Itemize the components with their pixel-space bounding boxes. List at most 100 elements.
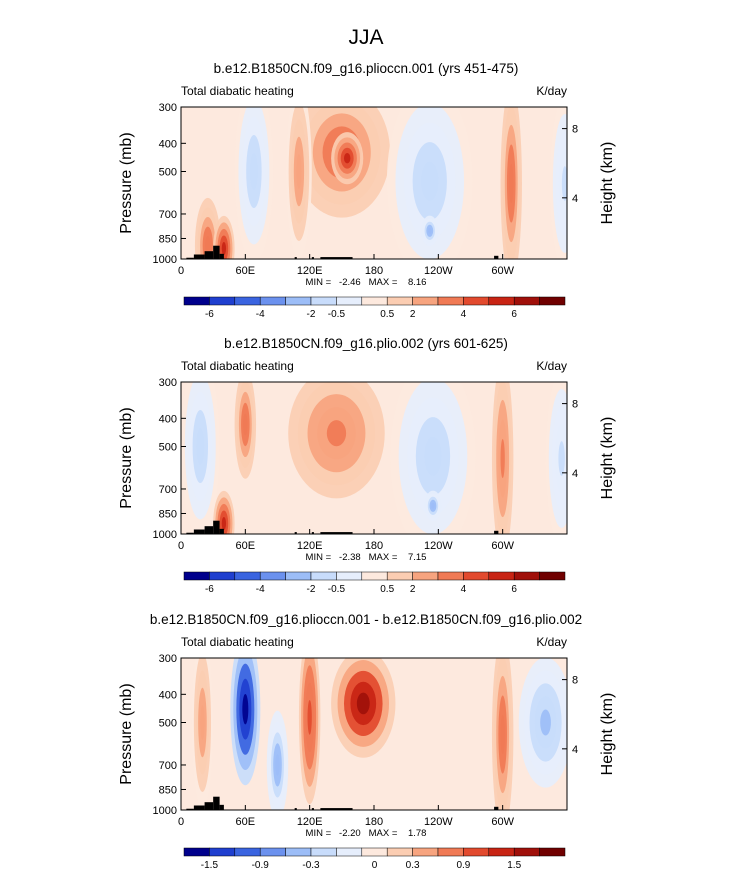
y-tick-label-300: 300 [159,377,177,389]
heatmap-feature-8-level-5 [428,227,432,234]
colorbar-swatch-2 [209,847,236,857]
colorbar-label-7: 6 [511,584,517,595]
panel-variable-label: Total diabatic heating [181,635,294,649]
colorbar-swatch-6 [310,296,337,306]
topography-mask-4 [213,520,220,534]
colorbar-swatch-8 [361,571,388,581]
colorbar-label-3: 0 [372,860,378,871]
colorbar-swatch-4 [259,571,286,581]
x-tick-label-3: 180 [365,816,383,828]
topography-mask-2 [193,529,205,534]
y-right-tick-label-8: 8 [572,399,578,411]
x-tick-label-0: 0 [178,816,184,828]
heatmap-feature-4-level-5 [275,754,280,776]
colorbar-swatch-5 [285,296,312,306]
topography-mask-extra-3 [320,532,353,534]
colorbar-swatch-12 [463,296,490,306]
colorbar-label-4: 0.5 [380,309,394,320]
heatmap-feature-5-level-5 [500,714,505,755]
heatmap-feature-1-level-5 [196,428,205,465]
topography-mask-1 [186,532,194,534]
panels: b.e12.B1850CN.f09_g16.plioccn.001 (yrs 4… [118,61,616,871]
heatmap-field [181,658,567,810]
panel-units-label: K/day [536,635,567,649]
min-max-stats: MIN = -2.20 MAX = 1.78 [306,828,427,839]
min-max-stats: MIN = -2.46 MAX = 8.16 [306,277,427,288]
x-tick-label-0: 0 [178,540,184,552]
min-max-stats: MIN = -2.38 MAX = 7.15 [306,552,427,563]
heatmap-feature-3-level-5 [243,413,248,436]
y-tick-label-700: 700 [159,484,177,496]
colorbar-swatch-1 [183,296,210,306]
heatmap-feature-7-level-5 [421,161,439,201]
heatmap-feature-7-level-5 [500,438,505,479]
colorbar-swatch-15 [539,571,566,581]
colorbar-swatch-9 [386,847,413,857]
heatmap-feature-5-level-5 [343,152,351,164]
panel-title: b.e12.B1850CN.f09_g16.plioccn.001 (yrs 4… [214,61,519,76]
colorbar-label-6: 4 [461,309,467,320]
x-tick-label-2: 120E [297,540,323,552]
y-right-axis-title: Height (km) [599,142,616,225]
y-tick-label-1000: 1000 [153,529,177,541]
colorbar-swatch-15 [539,296,566,306]
colorbar-label-5: 0.9 [456,860,470,871]
x-tick-label-3: 180 [365,540,383,552]
colorbar-swatch-11 [437,847,464,857]
colorbar-swatch-7 [336,571,363,581]
colorbar-swatch-9 [386,571,413,581]
colorbar-label-5: 2 [410,584,416,595]
y-right-tick-label-4: 4 [572,193,578,205]
x-tick-label-1: 60E [236,816,256,828]
heatmap-feature-8-level-5 [558,441,565,476]
topography-mask-3 [204,251,214,259]
colorbar-swatch-12 [463,571,490,581]
topography-mask-4 [213,245,220,259]
heatmap-feature-9-level-5 [509,163,514,204]
chart-panel-3: b.e12.B1850CN.f09_g16.plioccn.001 - b.e1… [118,612,616,871]
colorbar-swatch-15 [539,847,566,857]
heatmap-feature-6-level-5 [431,502,435,509]
colorbar-swatch-5 [285,571,312,581]
colorbar-swatch-10 [412,571,439,581]
colorbar-label-3: -0.5 [328,584,346,595]
y-right-tick-label-4: 4 [572,744,578,756]
x-tick-label-4: 120W [424,540,453,552]
colorbar-swatch-3 [234,571,261,581]
heatmap-feature-1-level-5 [250,153,258,190]
figure-title: JJA [348,26,383,49]
topography-mask-extra-1 [294,532,297,534]
colorbar-swatch-1 [183,571,210,581]
y-right-axis-title: Height (km) [599,417,616,500]
panel-units-label: K/day [536,84,567,98]
heatmap-feature-6-level-5 [540,709,551,736]
colorbar-label-6: 1.5 [507,860,521,871]
y-axis-title: Pressure (mb) [118,407,135,508]
topography-mask-1 [186,808,194,810]
topography-mask-2 [193,805,205,810]
heatmap-feature-3-level-5 [307,699,312,735]
colorbar-label-1: -0.9 [252,860,270,871]
y-tick-label-500: 500 [159,166,177,178]
x-tick-label-4: 120W [424,816,453,828]
colorbar-label-2: -0.3 [302,860,320,871]
y-axis-title: Pressure (mb) [118,132,135,233]
x-tick-label-5: 60W [491,816,514,828]
chart-panel-1: b.e12.B1850CN.f09_g16.plioccn.001 (yrs 4… [118,61,616,320]
topography-mask-3 [204,526,214,534]
topography-mask-5 [219,804,224,810]
heatmap-feature-6-level-5 [296,154,302,189]
colorbar-swatch-7 [336,847,363,857]
colorbar-swatch-4 [259,296,286,306]
colorbar-label-0: -1.5 [201,860,219,871]
topography-mask-extra-2 [311,532,314,534]
colorbar-swatch-1 [183,847,210,857]
colorbar-swatch-14 [513,296,540,306]
topography-mask-3 [204,802,214,810]
y-right-axis-title: Height (km) [599,693,616,776]
x-tick-label-4: 120W [424,265,453,277]
y-right-tick-label-4: 4 [572,468,578,480]
y-tick-label-300: 300 [159,653,177,665]
topography-mask-extra-2 [311,808,314,810]
